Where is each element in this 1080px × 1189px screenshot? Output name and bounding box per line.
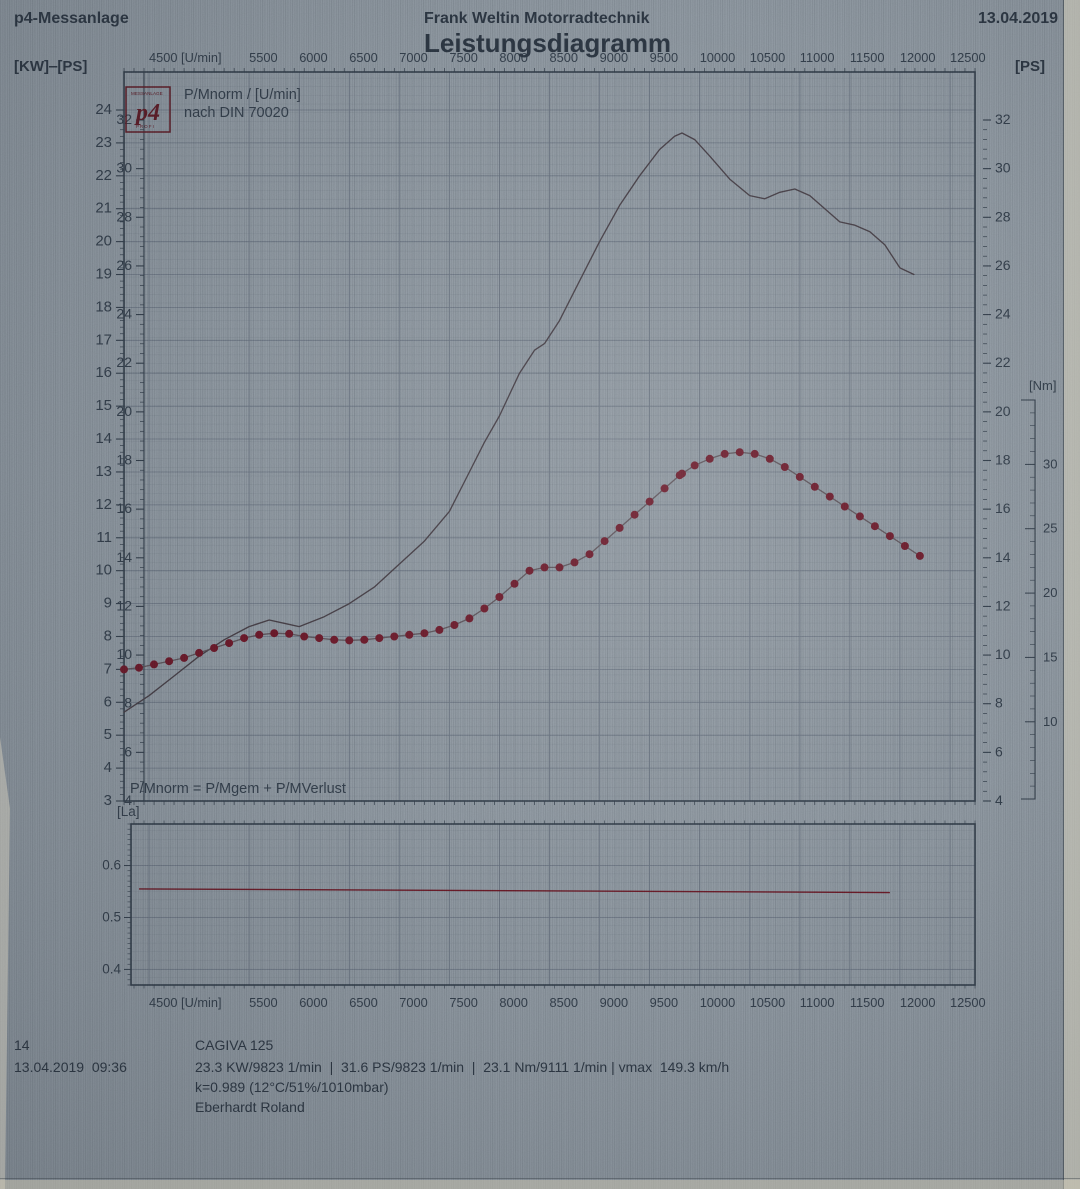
svg-text:12: 12 (95, 496, 112, 513)
svg-text:6500: 6500 (349, 995, 377, 1010)
svg-text:p4: p4 (134, 100, 160, 126)
svg-text:P/Mnorm / [U/min]: P/Mnorm / [U/min] (184, 87, 301, 103)
svg-text:0.6: 0.6 (102, 858, 121, 873)
svg-text:12500: 12500 (950, 995, 986, 1010)
svg-text:21: 21 (95, 200, 112, 217)
svg-text:22: 22 (116, 354, 132, 370)
svg-text:8000: 8000 (499, 995, 527, 1010)
svg-text:3: 3 (104, 792, 112, 809)
svg-text:28: 28 (116, 208, 132, 224)
svg-text:10: 10 (995, 646, 1011, 662)
svg-text:5500: 5500 (249, 995, 277, 1010)
svg-text:9: 9 (104, 595, 112, 612)
svg-text:15: 15 (95, 397, 112, 414)
svg-text:4: 4 (995, 792, 1003, 808)
svg-text:11500: 11500 (850, 995, 885, 1010)
svg-text:12000: 12000 (900, 50, 936, 65)
svg-text:25: 25 (1043, 521, 1057, 536)
svg-text:P/Mnorm = P/Mgem + P/MVerlust: P/Mnorm = P/Mgem + P/MVerlust (130, 781, 346, 797)
svg-text:22: 22 (95, 167, 112, 184)
svg-text:10: 10 (95, 562, 112, 579)
svg-text:0.5: 0.5 (102, 910, 121, 925)
svg-text:nach DIN 70020: nach DIN 70020 (184, 105, 289, 121)
svg-text:6500: 6500 (349, 50, 377, 65)
svg-text:28: 28 (995, 208, 1011, 224)
svg-text:12500: 12500 (950, 50, 986, 65)
svg-text:18: 18 (95, 298, 112, 315)
svg-text:32: 32 (995, 111, 1011, 127)
svg-text:10000: 10000 (700, 50, 736, 65)
svg-text:12: 12 (995, 597, 1011, 613)
svg-text:10000: 10000 (700, 995, 736, 1010)
svg-text:6000: 6000 (299, 50, 327, 65)
svg-text:7000: 7000 (399, 995, 427, 1010)
svg-text:6: 6 (995, 743, 1003, 759)
svg-text:22: 22 (995, 354, 1011, 370)
svg-text:20: 20 (116, 403, 132, 419)
svg-text:30: 30 (995, 160, 1011, 176)
svg-text:[Nm]: [Nm] (1029, 378, 1056, 393)
svg-text:7: 7 (104, 660, 112, 677)
svg-text:7500: 7500 (449, 995, 477, 1010)
svg-text:30: 30 (1043, 456, 1057, 471)
svg-text:16: 16 (995, 500, 1011, 516)
svg-text:9000: 9000 (600, 995, 628, 1010)
svg-text:26: 26 (995, 257, 1011, 273)
svg-text:14: 14 (95, 430, 112, 447)
svg-text:6: 6 (104, 693, 112, 710)
svg-text:11500: 11500 (850, 50, 885, 65)
svg-text:11: 11 (96, 529, 112, 546)
svg-text:20: 20 (95, 233, 112, 250)
svg-text:5: 5 (104, 726, 112, 743)
svg-text:24: 24 (116, 306, 132, 322)
svg-text:10500: 10500 (750, 50, 786, 65)
svg-text:12: 12 (116, 597, 132, 613)
svg-text:14: 14 (116, 549, 132, 565)
svg-text:26: 26 (116, 257, 132, 273)
svg-text:MESSANLAGE: MESSANLAGE (131, 91, 163, 96)
svg-text:4500 [U/min]: 4500 [U/min] (149, 995, 222, 1010)
svg-text:15: 15 (1043, 649, 1057, 664)
svg-text:5500: 5500 (249, 50, 277, 65)
svg-text:11000: 11000 (800, 995, 835, 1010)
svg-text:14: 14 (995, 549, 1011, 565)
svg-text:16: 16 (116, 500, 132, 516)
svg-text:6000: 6000 (299, 995, 327, 1010)
svg-text:P R O F I: P R O F I (136, 124, 154, 129)
svg-text:16: 16 (95, 364, 112, 381)
svg-text:11000: 11000 (800, 50, 835, 65)
svg-text:24: 24 (995, 306, 1011, 322)
svg-text:8500: 8500 (550, 995, 578, 1010)
svg-text:8: 8 (995, 695, 1003, 711)
svg-text:20: 20 (995, 403, 1011, 419)
svg-text:18: 18 (995, 452, 1011, 468)
svg-text:12000: 12000 (900, 995, 936, 1010)
svg-text:17: 17 (95, 331, 112, 348)
svg-text:19: 19 (95, 266, 112, 283)
svg-text:10500: 10500 (750, 995, 786, 1010)
svg-text:13: 13 (95, 463, 112, 480)
svg-text:24: 24 (95, 101, 112, 118)
svg-text:9500: 9500 (650, 995, 678, 1010)
svg-text:4: 4 (104, 759, 112, 776)
svg-text:4500 [U/min]: 4500 [U/min] (149, 50, 222, 65)
svg-text:23: 23 (95, 134, 112, 151)
svg-text:10: 10 (1043, 714, 1057, 729)
svg-text:8: 8 (104, 628, 112, 645)
svg-text:18: 18 (116, 452, 132, 468)
svg-text:20: 20 (1043, 585, 1057, 600)
svg-text:30: 30 (116, 160, 132, 176)
svg-text:6: 6 (124, 743, 132, 759)
svg-text:[La]: [La] (117, 804, 140, 819)
svg-text:10: 10 (116, 646, 132, 662)
svg-text:0.4: 0.4 (102, 961, 121, 976)
svg-text:32: 32 (116, 111, 132, 127)
